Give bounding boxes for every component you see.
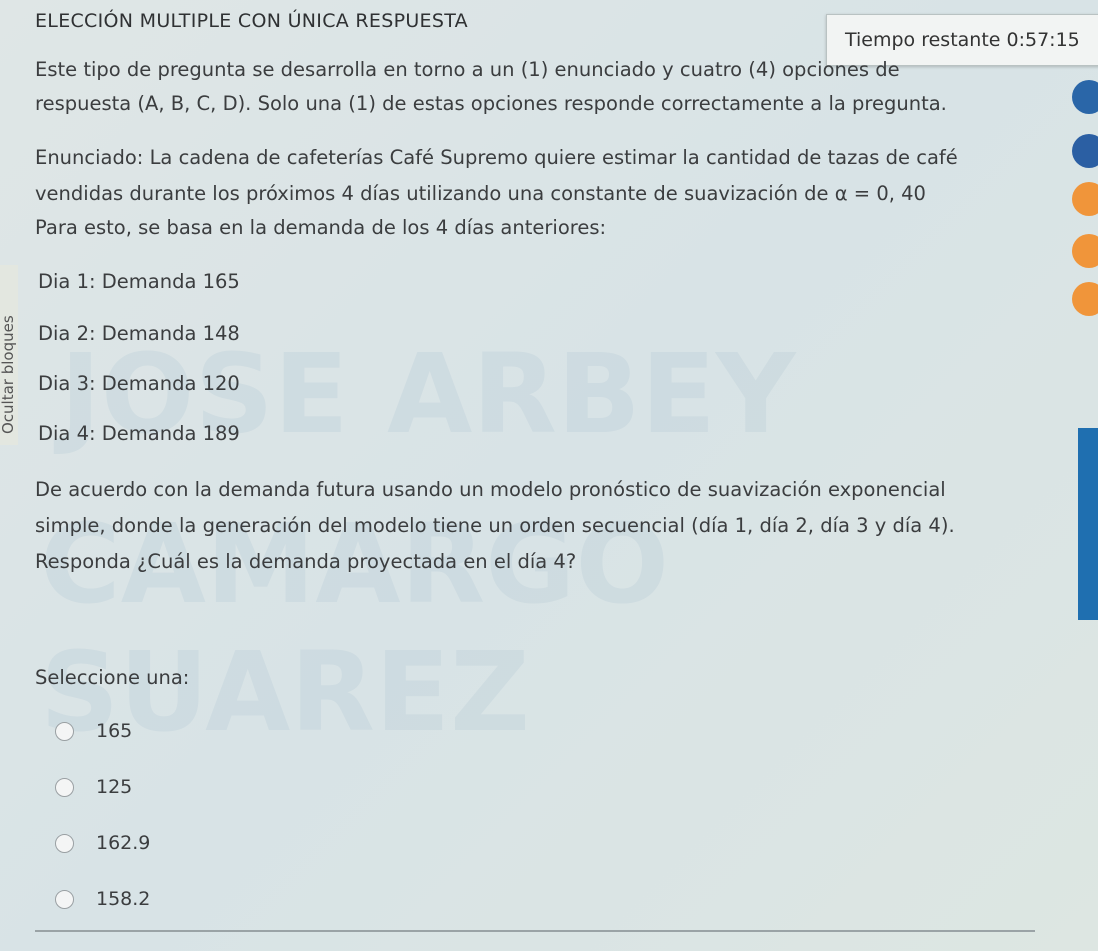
option-label: 125 (96, 776, 133, 798)
option-label: 162.9 (96, 832, 151, 854)
hide-blocks-label: Ocultar bloques (0, 315, 17, 434)
prompt-line: Responda ¿Cuál es la demanda proyectada … (35, 550, 577, 573)
radio-button[interactable] (55, 833, 74, 853)
option-b[interactable]: 125 (55, 776, 132, 798)
select-label: Seleccione una: (35, 666, 190, 689)
demand-item: Dia 3: Demanda 120 (38, 372, 240, 395)
user-icon[interactable] (1072, 134, 1098, 168)
prompt-line: simple, donde la generación del modelo t… (35, 514, 955, 537)
divider (35, 930, 1035, 932)
option-d[interactable]: 158.2 (55, 888, 150, 910)
timer-text: Tiempo restante 0:57:15 (845, 29, 1080, 51)
notes-icon[interactable] (1072, 182, 1098, 216)
list-icon[interactable] (1072, 282, 1098, 316)
statement-line: Para esto, se basa en la demanda de los … (35, 216, 607, 239)
option-c[interactable]: 162.9 (55, 832, 150, 854)
radio-button[interactable] (55, 777, 74, 797)
watermark: CAMARGO SUAREZ (40, 500, 669, 756)
timer-box: Tiempo restante 0:57:15 (826, 14, 1098, 66)
demand-item: Dia 1: Demanda 165 (38, 270, 240, 293)
radio-button[interactable] (55, 889, 74, 909)
statement-line: Enunciado: La cadena de cafeterías Café … (35, 146, 958, 169)
hide-blocks-toggle[interactable]: Ocultar bloques (0, 265, 18, 445)
side-icons (1072, 80, 1098, 330)
watermark: JOSE ARBEY (60, 330, 796, 458)
instructions-line: Este tipo de pregunta se desarrolla en t… (35, 58, 900, 81)
option-a[interactable]: 165 (55, 720, 132, 742)
side-panel-bar[interactable] (1078, 428, 1098, 620)
statement-line: vendidas durante los próximos 4 días uti… (35, 182, 926, 205)
close-icon[interactable] (1072, 234, 1098, 268)
radio-button[interactable] (55, 721, 74, 741)
prompt-line: De acuerdo con la demanda futura usando … (35, 478, 946, 501)
folder-icon[interactable] (1072, 80, 1098, 114)
demand-item: Dia 4: Demanda 189 (38, 422, 240, 445)
option-label: 158.2 (96, 888, 151, 910)
option-label: 165 (96, 720, 133, 742)
question-type-title: ELECCIÓN MULTIPLE CON ÚNICA RESPUESTA (35, 10, 468, 32)
demand-item: Dia 2: Demanda 148 (38, 322, 240, 345)
instructions-line: respuesta (A, B, C, D). Solo una (1) de … (35, 92, 947, 115)
